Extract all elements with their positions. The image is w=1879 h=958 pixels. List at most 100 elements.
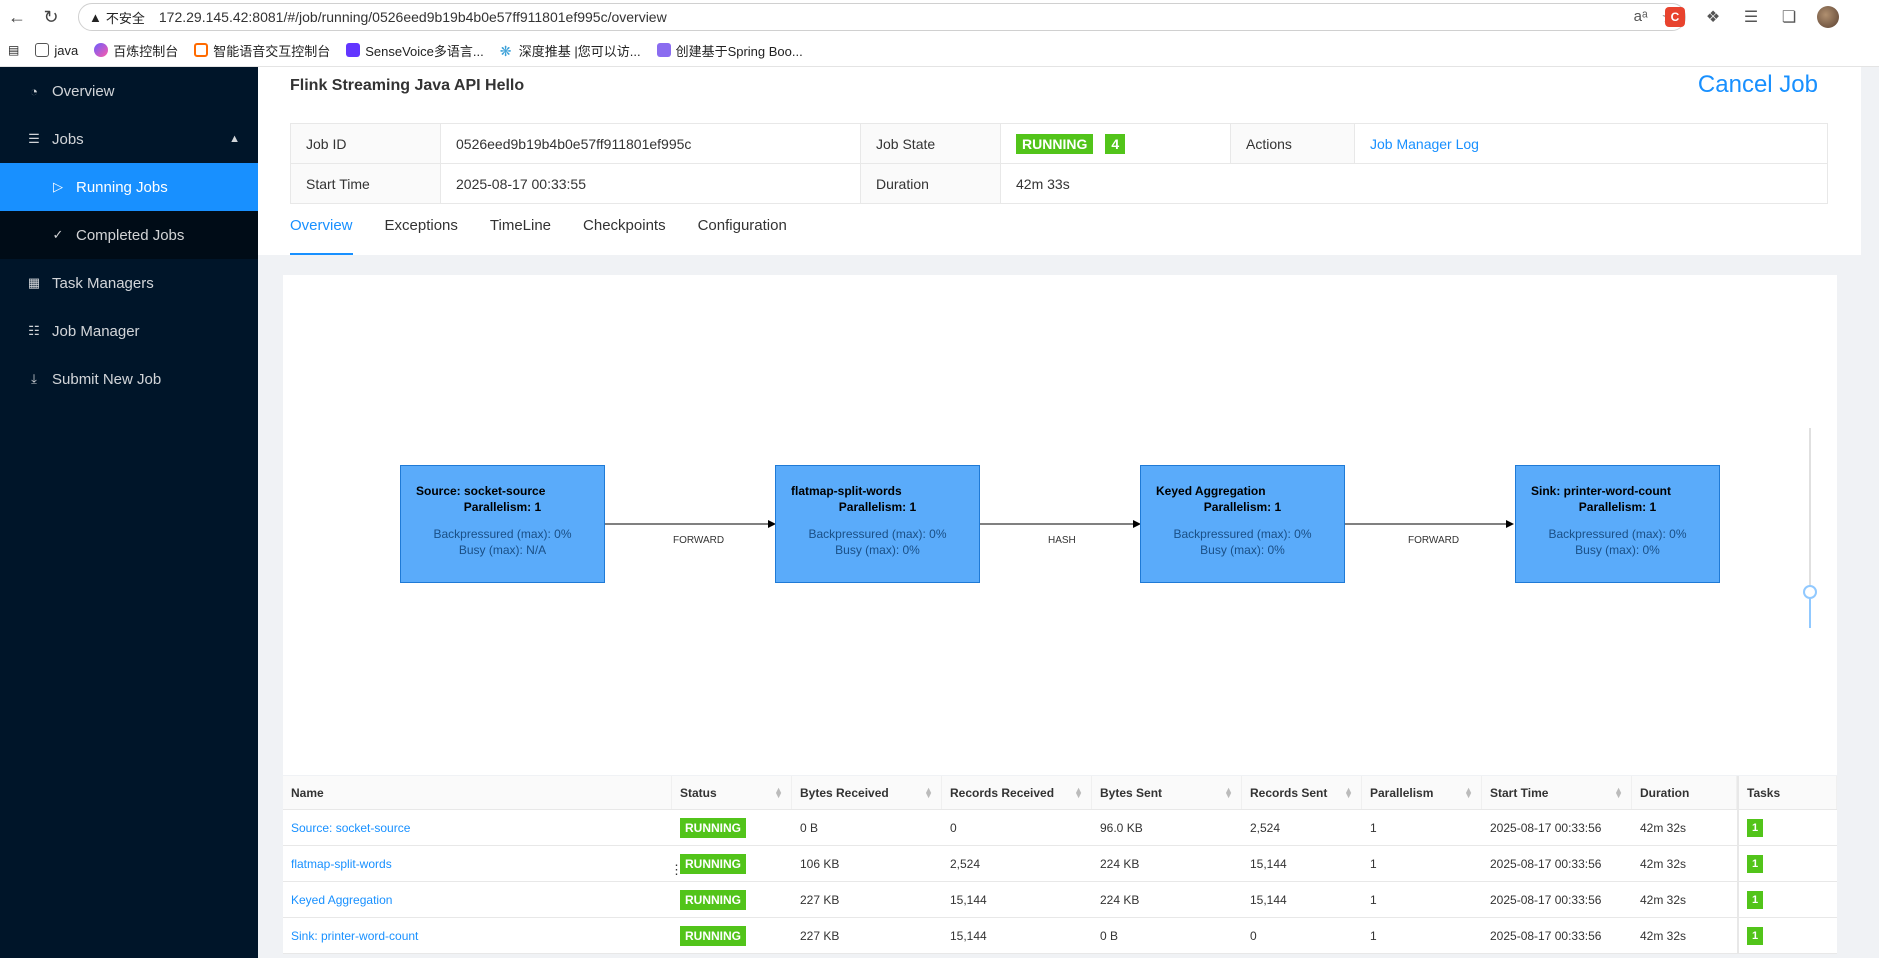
tab-exceptions[interactable]: Exceptions <box>384 217 458 234</box>
vertex-name-link[interactable]: Keyed Aggregation <box>291 892 393 907</box>
row-more-icon[interactable]: ⋮ <box>670 862 683 877</box>
sort-icon[interactable]: ▲ ▼ <box>1224 784 1233 800</box>
graph-node-sink[interactable]: Sink: printer-word-count Parallelism: 1 … <box>1515 465 1720 583</box>
vertex-name-link[interactable]: flatmap-split-words <box>291 856 392 871</box>
parallelism: 1 <box>1370 928 1377 943</box>
bookmark-spring[interactable]: 创建基于Spring Boo... <box>656 41 803 60</box>
profile-avatar[interactable] <box>1817 6 1839 28</box>
status-badge: RUNNING <box>680 853 746 874</box>
records-sent: 2,524 <box>1250 820 1281 835</box>
bytes-received: 227 KB <box>800 892 840 907</box>
back-icon[interactable]: ← <box>8 6 26 27</box>
bookmark-java[interactable]: java <box>35 43 78 58</box>
graph-node-keyed-aggregation[interactable]: Keyed Aggregation Parallelism: 1 Backpre… <box>1140 465 1345 583</box>
sidebar-item-job-manager[interactable]: ☷ Job Manager <box>0 307 258 355</box>
parallelism: 1 <box>1370 820 1377 835</box>
url-text[interactable]: 172.29.145.42:8081/#/job/running/0526eed… <box>158 9 667 25</box>
table-row[interactable]: flatmap-split-words RUNNING 106 KB 2,524… <box>283 846 1837 882</box>
tab-configuration[interactable]: Configuration <box>697 217 787 234</box>
duration-label: Duration <box>860 163 1001 204</box>
job-id-value: 0526eed9b19b4b0e57ff911801ef995c <box>440 123 861 164</box>
sidebar-item-running-jobs[interactable]: ▷ Running Jobs <box>0 163 258 211</box>
bookmark-voice-console[interactable]: 智能语音交互控制台 <box>194 41 330 60</box>
job-state-label: Job State <box>860 123 1001 164</box>
sort-icon[interactable]: ▲ ▼ <box>924 784 933 800</box>
col-header-start-time[interactable]: Start Time ▲ ▼ <box>1482 776 1632 809</box>
table-row[interactable]: Source: socket-source RUNNING 0 B 0 96.0… <box>283 810 1837 846</box>
sidebar-item-task-managers[interactable]: ▦ Task Managers <box>27 274 154 292</box>
cancel-job-button[interactable]: Cancel Job <box>1697 71 1818 98</box>
table-row[interactable]: Sink: printer-word-count RUNNING 227 KB … <box>283 918 1837 954</box>
bytes-received: 106 KB <box>800 856 840 871</box>
job-header: Flink Streaming Java API Hello Cancel Jo… <box>258 67 1861 255</box>
col-header-bytes-sent[interactable]: Bytes Sent ▲ ▼ <box>1092 776 1242 809</box>
spring-doc-icon <box>656 43 671 57</box>
col-header-parallelism[interactable]: Parallelism ▲ ▼ <box>1362 776 1482 809</box>
sidebar: ◔ Overview ☰ Jobs ▲ ▷ Running Jobs ✓ Com… <box>0 67 258 958</box>
warning-icon: ▲ <box>89 9 102 25</box>
extension-c-icon[interactable]: C <box>1665 7 1685 27</box>
sidebar-item-jobs[interactable]: ☰ Jobs ▲ <box>0 115 258 163</box>
bookmark-bailian[interactable]: 百炼控制台 <box>94 41 178 60</box>
bookmark-deep[interactable]: ❋ 深度推基 |您可以访... <box>499 43 641 59</box>
reload-icon[interactable]: ↻ <box>43 6 59 27</box>
dashboard-icon: ◔ <box>30 83 38 99</box>
tab-checkpoints[interactable]: Checkpoints <box>583 217 666 234</box>
zoom-slider-track[interactable] <box>1809 428 1811 628</box>
upload-icon: ⤓ <box>31 371 37 386</box>
security-warning[interactable]: ▲ 不安全 <box>89 8 145 27</box>
start-time: 2025-08-17 00:33:56 <box>1490 892 1602 907</box>
table-row[interactable]: Keyed Aggregation RUNNING 227 KB 15,144 … <box>283 882 1837 918</box>
bytes-received: 0 B <box>800 820 819 835</box>
vertex-name-link[interactable]: Source: socket-source <box>291 820 411 835</box>
sort-icon[interactable]: ▲ ▼ <box>1074 784 1083 800</box>
col-header-records-sent[interactable]: Records Sent ▲ ▼ <box>1242 776 1362 809</box>
sort-icon[interactable]: ▲ ▼ <box>1344 784 1353 800</box>
col-header-duration: Duration <box>1632 776 1737 809</box>
records-received: 0 <box>950 820 957 835</box>
address-bar[interactable]: ▲ 不安全 172.29.145.42:8081/#/job/running/0… <box>78 3 1686 31</box>
records-received: 2,524 <box>950 856 981 871</box>
list-icon: ☰ <box>28 131 40 146</box>
tab-overview[interactable]: Overview <box>290 217 353 255</box>
sidebar-item-completed-jobs[interactable]: ✓ Completed Jobs <box>0 211 258 259</box>
sort-icon[interactable]: ▲ ▼ <box>774 784 783 800</box>
vertex-name-link[interactable]: Sink: printer-word-count <box>291 928 419 943</box>
job-id-label: Job ID <box>290 123 441 164</box>
sidebar-item-submit-new-job[interactable]: ⤓ Submit New Job <box>0 355 258 403</box>
bookmarks-menu-icon[interactable]: ▤ <box>8 43 20 57</box>
edge-label-forward: FORWARD <box>1408 535 1460 546</box>
zoom-slider-handle[interactable] <box>1803 585 1817 599</box>
start-time-label: Start Time <box>290 163 441 204</box>
status-badge: RUNNING <box>1016 133 1094 154</box>
extensions-icon[interactable]: ❖ <box>1705 9 1721 26</box>
status-badge: RUNNING <box>680 817 746 838</box>
play-circle-icon: ▷ <box>53 179 63 194</box>
task-count-badge: 1 <box>1747 854 1764 873</box>
build-icon: ☷ <box>28 323 40 338</box>
task-count-badge: 1 <box>1747 926 1764 945</box>
folder-icon <box>35 43 50 57</box>
sort-icon[interactable]: ▲ ▼ <box>1464 784 1473 800</box>
job-graph[interactable]: FORWARD HASH FORWARD Source: socket-sour… <box>283 275 1837 775</box>
job-state-cell: RUNNING 4 <box>1000 123 1231 164</box>
bytes-received: 227 KB <box>800 928 840 943</box>
sensevoice-icon <box>346 43 361 57</box>
col-header-bytes-received[interactable]: Bytes Received ▲ ▼ <box>792 776 942 809</box>
task-count-badge: 1 <box>1747 818 1764 837</box>
bookmark-sensevoice[interactable]: SenseVoice多语言... <box>346 41 484 60</box>
duration: 42m 32s <box>1640 928 1687 943</box>
job-manager-log-link[interactable]: Job Manager Log <box>1354 123 1828 164</box>
sort-icon[interactable]: ▲ ▼ <box>1614 784 1623 800</box>
col-header-tasks: Tasks <box>1737 776 1837 809</box>
favorites-icon[interactable]: ☰ <box>1743 9 1759 26</box>
sidebar-item-overview[interactable]: ◔ Overview <box>0 67 258 115</box>
collections-icon[interactable]: ❏ <box>1781 9 1797 26</box>
col-header-status[interactable]: Status ▲ ▼ <box>672 776 792 809</box>
col-header-records-received[interactable]: Records Received ▲ ▼ <box>942 776 1092 809</box>
check-circle-icon: ✓ <box>52 227 64 242</box>
graph-node-flatmap[interactable]: flatmap-split-words Parallelism: 1 Backp… <box>775 465 980 583</box>
graph-node-source[interactable]: Source: socket-source Parallelism: 1 Bac… <box>400 465 605 583</box>
read-aloud-icon[interactable]: a​ᵃ <box>1633 8 1648 25</box>
tab-timeline[interactable]: TimeLine <box>489 217 552 234</box>
